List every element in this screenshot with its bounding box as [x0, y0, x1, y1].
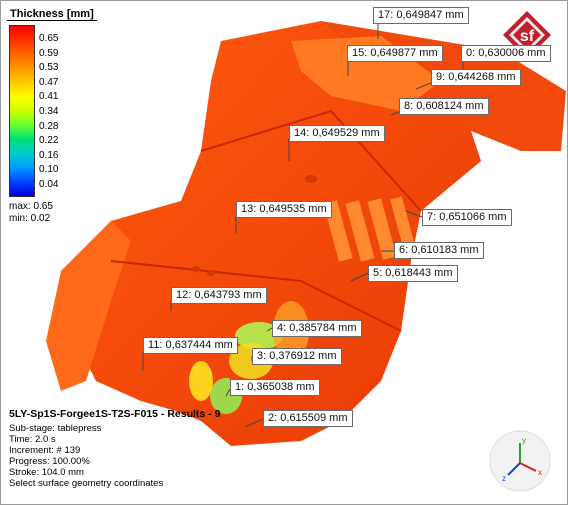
legend-tick-label: 0.16	[39, 149, 59, 161]
measure-label-15[interactable]: 15: 0,649877 mm	[347, 45, 443, 62]
measure-label-6[interactable]: 6: 0,610183 mm	[394, 242, 484, 259]
info-select: Select surface geometry coordinates	[9, 478, 164, 489]
measure-label-8[interactable]: 8: 0,608124 mm	[399, 98, 489, 115]
measure-label-5[interactable]: 5: 0,618443 mm	[368, 265, 458, 282]
legend-tick-label: 0.28	[39, 120, 59, 132]
info-increment: Increment: # 139	[9, 445, 81, 456]
measure-label-14[interactable]: 14: 0,649529 mm	[289, 125, 385, 142]
part-edge	[110, 260, 402, 332]
legend-tick-label: 0.41	[39, 91, 59, 103]
measure-label-9[interactable]: 9: 0,644268 mm	[431, 69, 521, 86]
thin-zone-yellow	[189, 361, 213, 401]
result-title: 5LY-Sp1S-Forgee1S-T2S-F015 - Results - 9	[9, 408, 221, 420]
legend-tick-label: 0.04	[39, 179, 59, 190]
measure-label-17[interactable]: 17: 0,649847 mm	[373, 7, 469, 24]
measure-label-4[interactable]: 4: 0,385784 mm	[272, 320, 362, 337]
part-left-flange	[46, 221, 131, 391]
part-hole	[192, 266, 200, 272]
part-hole	[305, 175, 317, 183]
svg-text:z: z	[502, 474, 506, 483]
info-substage: Sub-stage: tablepress	[9, 423, 102, 434]
legend-tick-label: 0.22	[39, 135, 59, 147]
measure-label-13[interactable]: 13: 0,649535 mm	[236, 201, 332, 218]
x-axis-icon	[519, 462, 537, 472]
measure-label-1[interactable]: 1: 0,365038 mm	[230, 379, 320, 396]
legend-title: Thickness [mm]	[7, 8, 97, 21]
svg-text:x: x	[538, 468, 542, 477]
legend-tick-label: 0.53	[39, 62, 59, 74]
part-hole	[207, 270, 215, 276]
legend-tick-label: 0.59	[39, 47, 59, 59]
legend-min: min: 0.02	[9, 213, 51, 224]
z-axis-icon	[507, 462, 521, 476]
legend-tick-label: 0.47	[39, 76, 59, 88]
part-edge	[200, 109, 422, 212]
info-progress: Progress: 100.00%	[9, 456, 90, 467]
measure-label-12[interactable]: 12: 0,643793 mm	[171, 287, 267, 304]
info-stroke: Stroke: 104.0 mm	[9, 467, 84, 478]
legend-tick-label: 0.65	[39, 33, 59, 44]
axis-triad-icon[interactable]: x y z	[488, 429, 552, 493]
legend-color-bar	[9, 25, 35, 197]
measure-label-11[interactable]: 11: 0,637444 mm	[143, 337, 238, 354]
legend-tick-label: 0.34	[39, 106, 59, 117]
measure-label-2[interactable]: 2: 0,615509 mm	[263, 410, 353, 427]
measure-label-10[interactable]: 0: 0,630006 mm	[461, 45, 551, 62]
svg-text:y: y	[522, 436, 526, 445]
legend-max: max: 0.65	[9, 201, 53, 212]
measure-label-7[interactable]: 7: 0,651066 mm	[422, 209, 512, 226]
legend-tick-label: 0.10	[39, 164, 59, 176]
logo-text: sf	[520, 28, 535, 45]
measure-label-3[interactable]: 3: 0,376912 mm	[252, 348, 342, 365]
info-time: Time: 2.0 s	[9, 434, 56, 445]
